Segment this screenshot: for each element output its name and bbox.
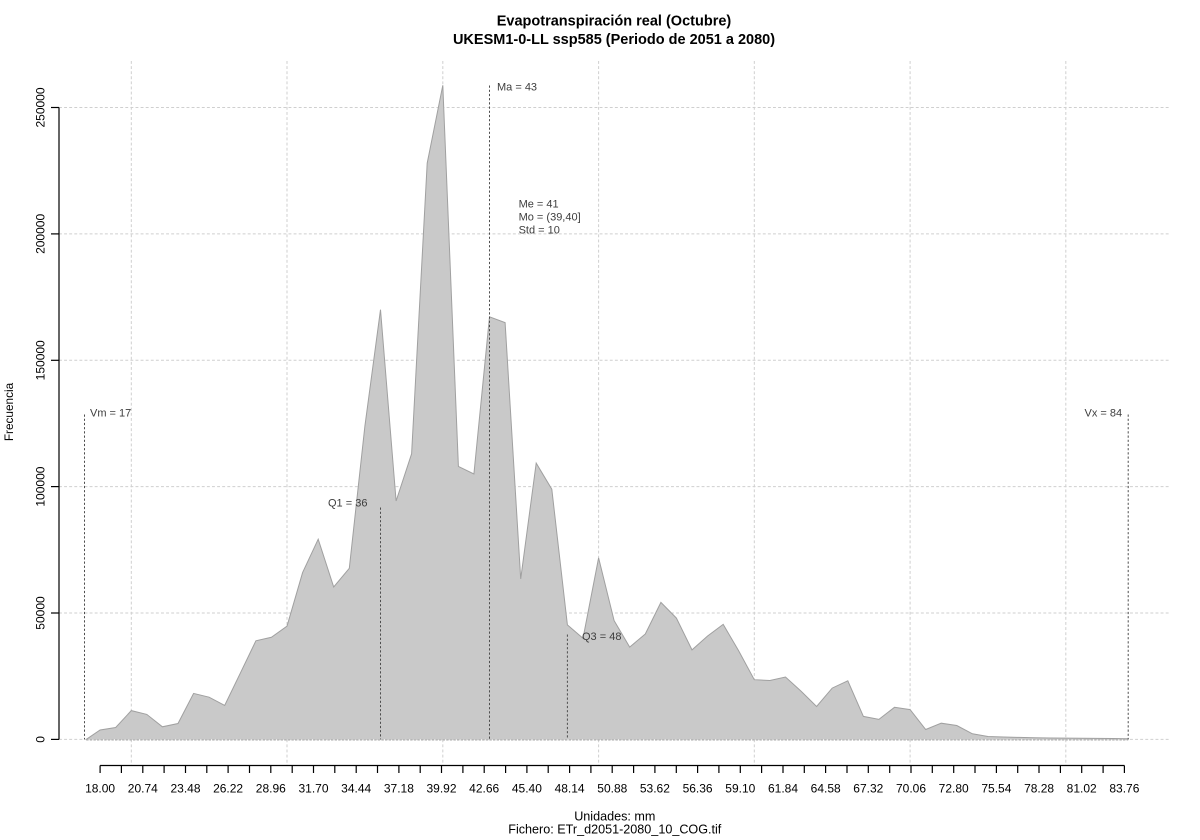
svg-text:UKESM1-0-LL ssp585 (Periodo de: UKESM1-0-LL ssp585 (Periodo de 2051 a 20…	[453, 32, 775, 48]
svg-text:100000: 100000	[34, 466, 48, 506]
svg-text:Std = 10: Std = 10	[519, 225, 560, 237]
svg-text:Ma = 43: Ma = 43	[497, 82, 537, 94]
svg-text:20.74: 20.74	[128, 782, 158, 796]
svg-text:34.44: 34.44	[341, 782, 371, 796]
svg-text:81.02: 81.02	[1067, 782, 1097, 796]
svg-text:72.80: 72.80	[939, 782, 969, 796]
svg-text:48.14: 48.14	[555, 782, 585, 796]
svg-text:67.32: 67.32	[853, 782, 883, 796]
svg-text:53.62: 53.62	[640, 782, 670, 796]
svg-text:39.92: 39.92	[426, 782, 456, 796]
svg-text:Vx = 84: Vx = 84	[1085, 408, 1123, 420]
svg-text:75.54: 75.54	[981, 782, 1011, 796]
svg-text:23.48: 23.48	[170, 782, 200, 796]
svg-text:26.22: 26.22	[213, 782, 243, 796]
svg-text:0: 0	[34, 736, 48, 743]
svg-text:50000: 50000	[34, 596, 48, 630]
svg-text:28.96: 28.96	[256, 782, 286, 796]
svg-text:250000: 250000	[34, 87, 48, 127]
svg-text:59.10: 59.10	[725, 782, 755, 796]
svg-text:42.66: 42.66	[469, 782, 499, 796]
svg-text:200000: 200000	[34, 214, 48, 254]
svg-text:70.06: 70.06	[896, 782, 926, 796]
svg-text:Unidades: mm: Unidades: mm	[574, 810, 655, 824]
svg-text:Q3 = 48: Q3 = 48	[582, 631, 621, 643]
svg-text:45.40: 45.40	[512, 782, 542, 796]
svg-text:50.88: 50.88	[597, 782, 627, 796]
svg-text:64.58: 64.58	[811, 782, 841, 796]
svg-text:61.84: 61.84	[768, 782, 798, 796]
svg-text:37.18: 37.18	[384, 782, 414, 796]
svg-text:Vm = 17: Vm = 17	[90, 408, 131, 420]
svg-text:150000: 150000	[34, 340, 48, 380]
svg-text:31.70: 31.70	[298, 782, 328, 796]
svg-text:78.28: 78.28	[1024, 782, 1054, 796]
svg-text:83.76: 83.76	[1109, 782, 1139, 796]
svg-text:Mo = (39,40]: Mo = (39,40]	[519, 212, 581, 224]
svg-text:18.00: 18.00	[85, 782, 115, 796]
svg-text:Frecuencia: Frecuencia	[2, 382, 16, 441]
svg-text:56.36: 56.36	[683, 782, 713, 796]
svg-text:Evapotranspiración real (Octub: Evapotranspiración real (Octubre)	[497, 14, 732, 30]
svg-text:Me = 41: Me = 41	[519, 199, 559, 211]
svg-text:Q1 = 36: Q1 = 36	[328, 498, 367, 510]
svg-text:Fichero: ETr_d2051-2080_10_COG: Fichero: ETr_d2051-2080_10_COG.tif	[508, 823, 722, 837]
